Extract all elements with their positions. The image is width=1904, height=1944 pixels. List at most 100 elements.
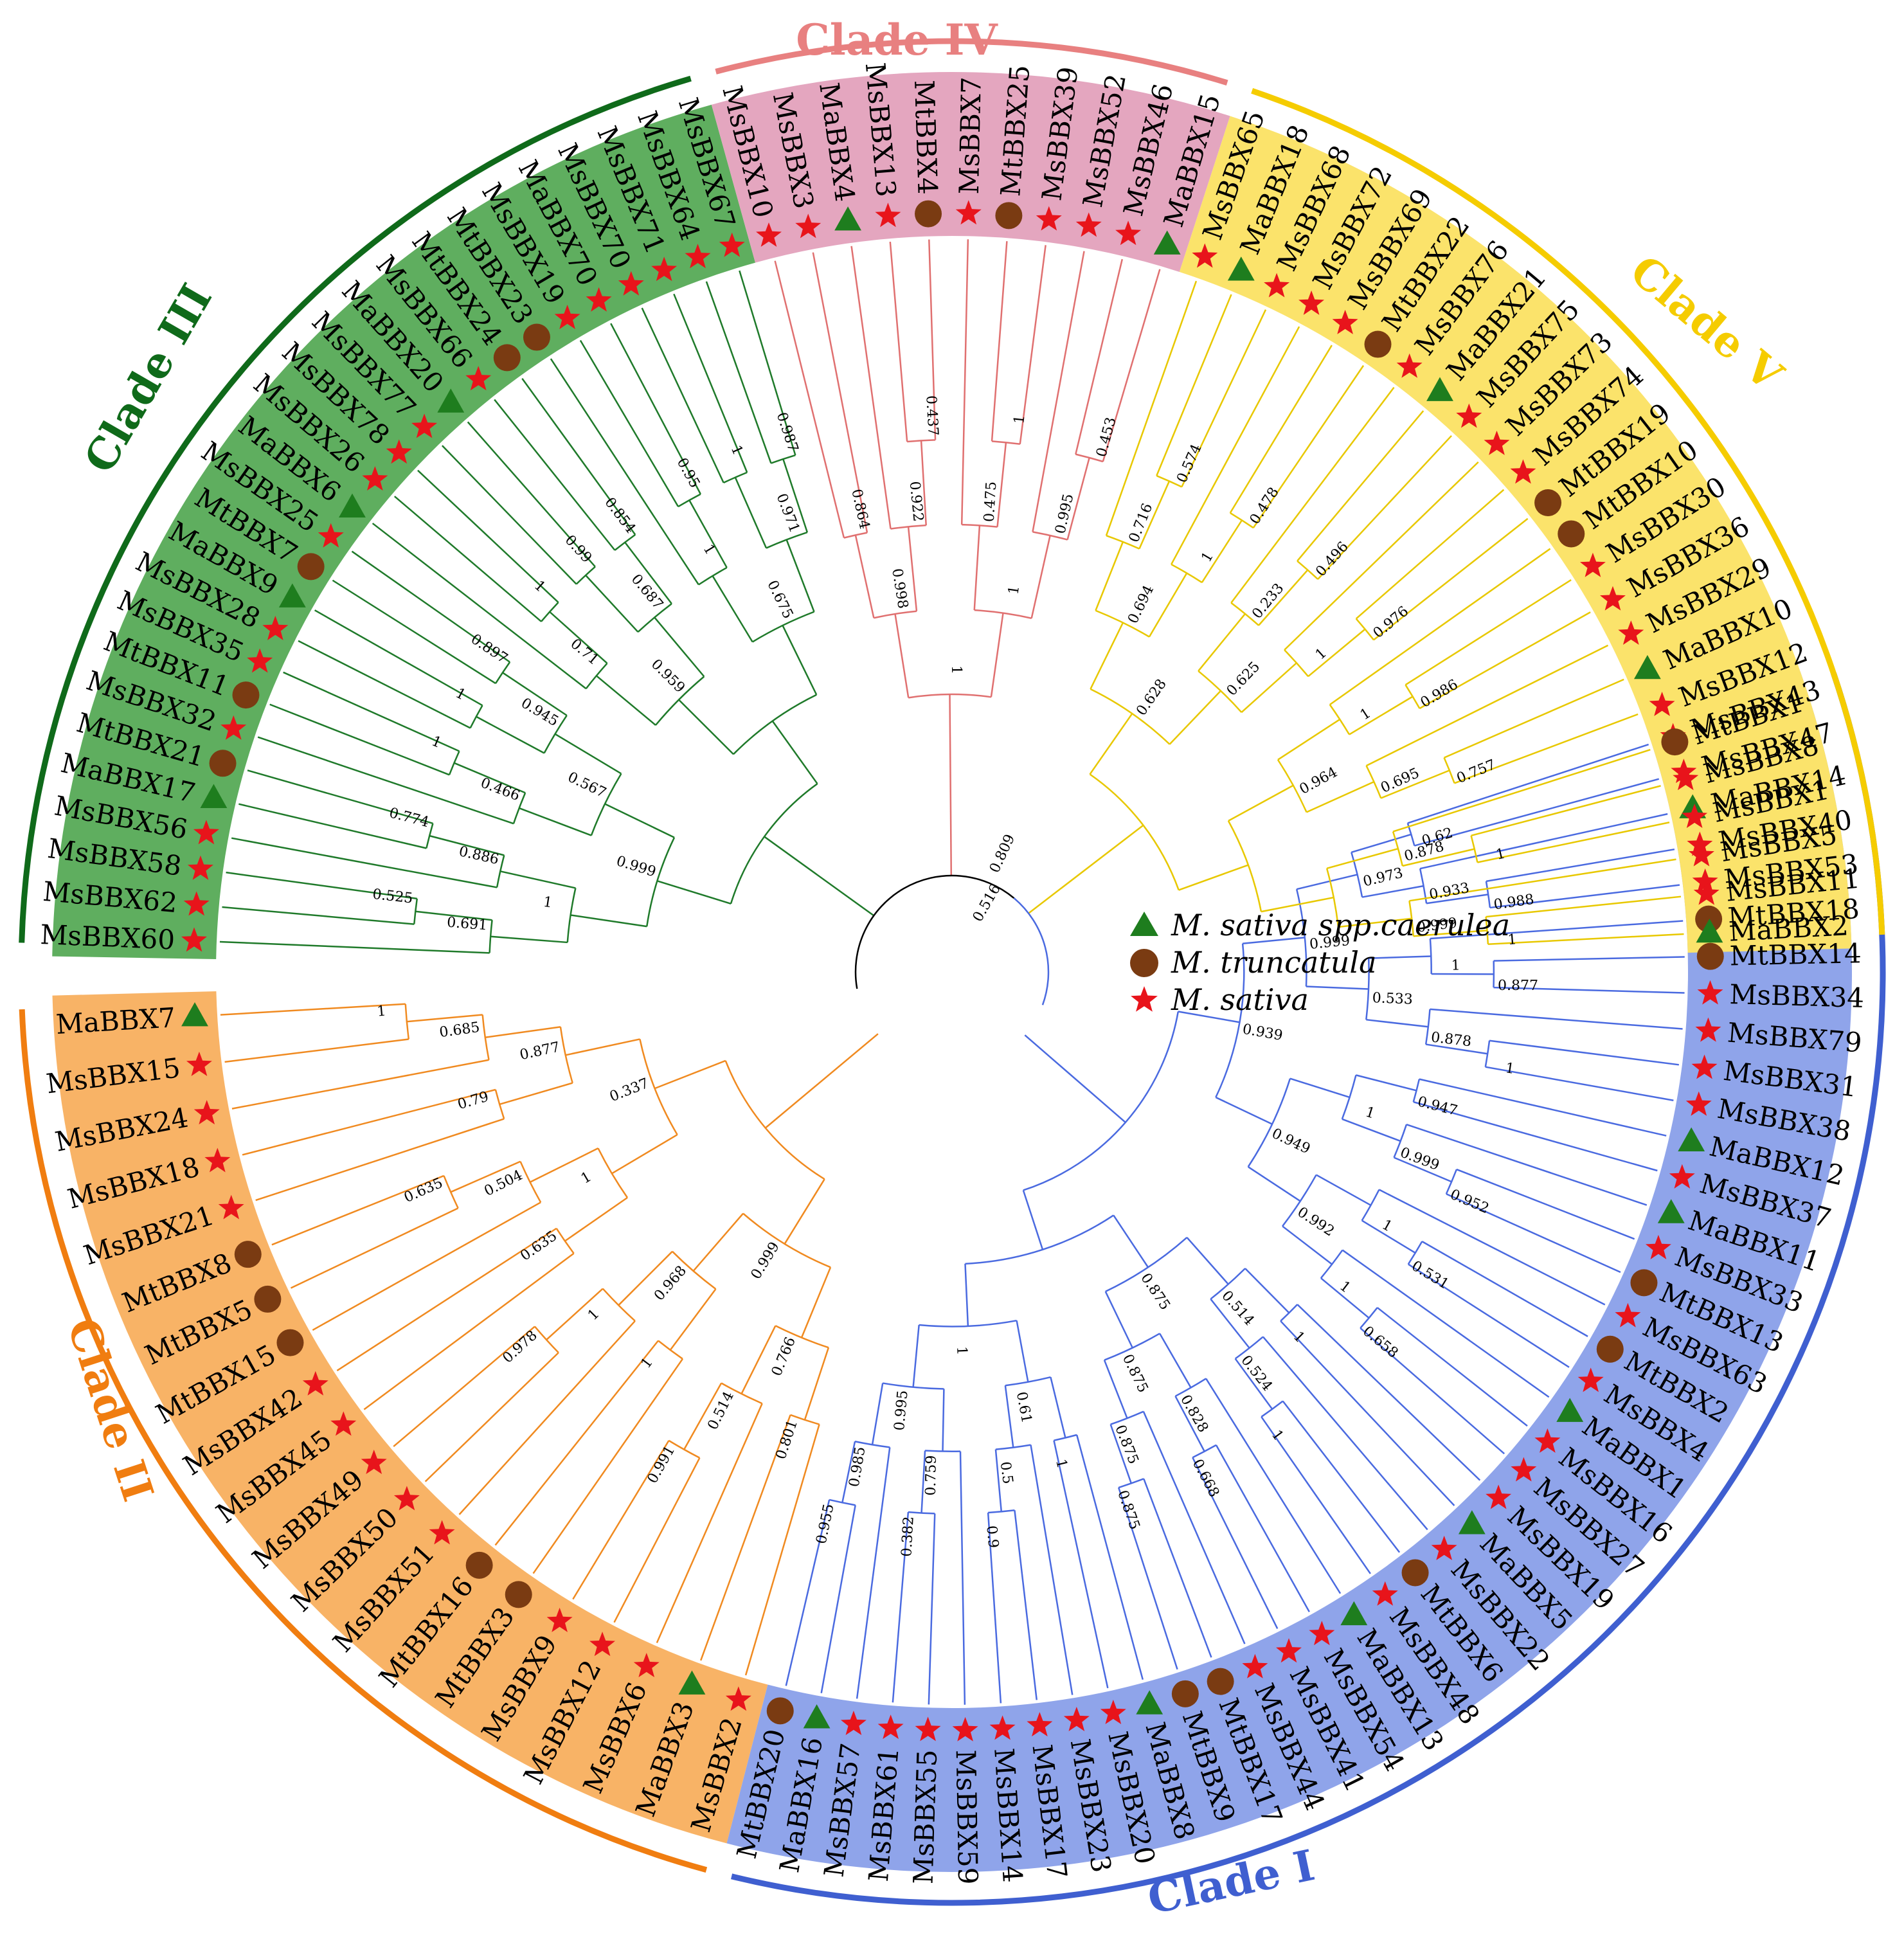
bootstrap-label: 0.987	[773, 410, 801, 454]
tree-branch	[1280, 1320, 1455, 1506]
tree-branch	[1282, 1400, 1401, 1553]
tree-branch	[257, 736, 514, 825]
tree-branch	[1419, 813, 1668, 870]
tree-branch	[1394, 1156, 1452, 1183]
tree-branch-arc	[1156, 474, 1182, 488]
triangle-icon	[437, 388, 465, 413]
star-icon	[1693, 880, 1720, 905]
tree-branch-arc	[698, 566, 728, 586]
clade-II-arc	[19, 1009, 708, 1873]
tree-branch	[1229, 345, 1333, 514]
star-icon	[1332, 309, 1358, 334]
bootstrap-label: 1	[542, 894, 553, 912]
star-icon	[1036, 206, 1062, 231]
circle-icon	[1534, 489, 1562, 516]
star-icon	[795, 213, 822, 239]
tree-branch	[1326, 847, 1399, 870]
tree-branch	[1016, 1320, 1029, 1382]
bootstrap-label: 0.61	[1013, 1390, 1035, 1425]
star-icon	[362, 466, 388, 491]
tree-branch	[920, 440, 927, 526]
tree-branch	[1178, 1011, 1240, 1023]
bootstrap-label: 0.5	[997, 1461, 1016, 1485]
tree-branch	[1413, 1101, 1658, 1172]
bootstrap-label: 1	[429, 734, 444, 752]
bootstrap-label: 0.964	[1297, 764, 1340, 798]
tree-branch	[238, 803, 427, 849]
tree-branch-arc	[766, 531, 808, 549]
tree-branch	[441, 445, 577, 585]
star-icon	[756, 222, 782, 247]
star-icon	[393, 1486, 420, 1511]
tree-branch	[521, 378, 636, 536]
star-icon	[1673, 766, 1699, 791]
tree-branch	[1405, 579, 1572, 686]
bootstrap-label: 0.999	[615, 853, 658, 880]
bootstrap-label: 1	[948, 665, 964, 674]
tree-branch	[871, 1383, 884, 1445]
tree-branch	[782, 625, 818, 696]
tree-branch	[785, 1499, 831, 1686]
star-icon	[1075, 212, 1102, 237]
tree-branch	[476, 716, 545, 754]
tree-branch	[1201, 519, 1243, 583]
tree-branch	[699, 1414, 791, 1661]
bootstrap-label: 0.922	[906, 481, 926, 523]
tree-branch	[894, 613, 910, 698]
tree-branch	[1342, 1118, 1401, 1142]
tree-branch	[820, 1505, 856, 1693]
tree-branch-arc	[678, 493, 701, 508]
bootstrap-label: 0.533	[1372, 990, 1413, 1008]
triangle-icon	[834, 206, 861, 231]
star-icon	[1695, 1017, 1721, 1042]
bootstrap-label: 0.466	[478, 775, 522, 805]
tree-branch	[247, 770, 433, 825]
triangle-icon	[1426, 377, 1453, 401]
star-icon	[725, 1686, 751, 1711]
tree-branch-arc	[585, 662, 608, 689]
tree-branch	[454, 762, 526, 794]
star-icon	[220, 715, 247, 740]
triangle-icon	[1679, 794, 1707, 818]
tree-branch	[1186, 1237, 1229, 1285]
star-icon	[840, 1711, 867, 1736]
circle-icon	[1364, 330, 1392, 358]
circle-icon	[1171, 1680, 1199, 1707]
tree-branch	[1454, 713, 1639, 784]
bootstrap-label: 0.635	[517, 1228, 560, 1264]
tree-branch	[1369, 955, 1432, 959]
star-icon	[1618, 620, 1644, 645]
tree-branch	[1105, 280, 1198, 536]
tree-branch	[1282, 1225, 1333, 1265]
star-icon	[1276, 1638, 1302, 1663]
tree-branch	[854, 535, 875, 618]
tree-branch	[656, 1403, 763, 1643]
tree-branch	[959, 1451, 966, 1705]
tree-branch	[683, 1382, 723, 1450]
tree-branch-arc	[1210, 1268, 1246, 1300]
tree-branch	[336, 1227, 557, 1372]
tree-branch	[1430, 1008, 1683, 1030]
tree-branch	[921, 1450, 926, 1513]
tree-branch-arc	[512, 792, 526, 824]
tree-branch	[242, 1088, 496, 1156]
tree-branch	[1205, 1378, 1342, 1594]
star-icon	[1697, 980, 1723, 1005]
circle-icon	[234, 1241, 262, 1268]
tree-branch	[570, 914, 647, 928]
bootstrap-label: 0.875	[1119, 1352, 1151, 1396]
circle-icon	[297, 553, 325, 580]
tree-branch	[812, 252, 868, 533]
tree-branch	[1297, 1304, 1481, 1481]
circle-icon	[523, 323, 550, 351]
bootstrap-label: 1	[1363, 1104, 1377, 1122]
tree-branch	[1148, 572, 1188, 638]
tree-branch-arc	[1470, 835, 1478, 863]
star-icon	[1486, 1484, 1512, 1509]
star-icon	[685, 244, 711, 269]
root-bootstrap-label: 0.516	[970, 881, 1004, 924]
tree-branch	[219, 941, 490, 954]
bootstrap-label: 0.658	[1360, 1323, 1401, 1361]
tree-branch	[892, 1511, 910, 1703]
